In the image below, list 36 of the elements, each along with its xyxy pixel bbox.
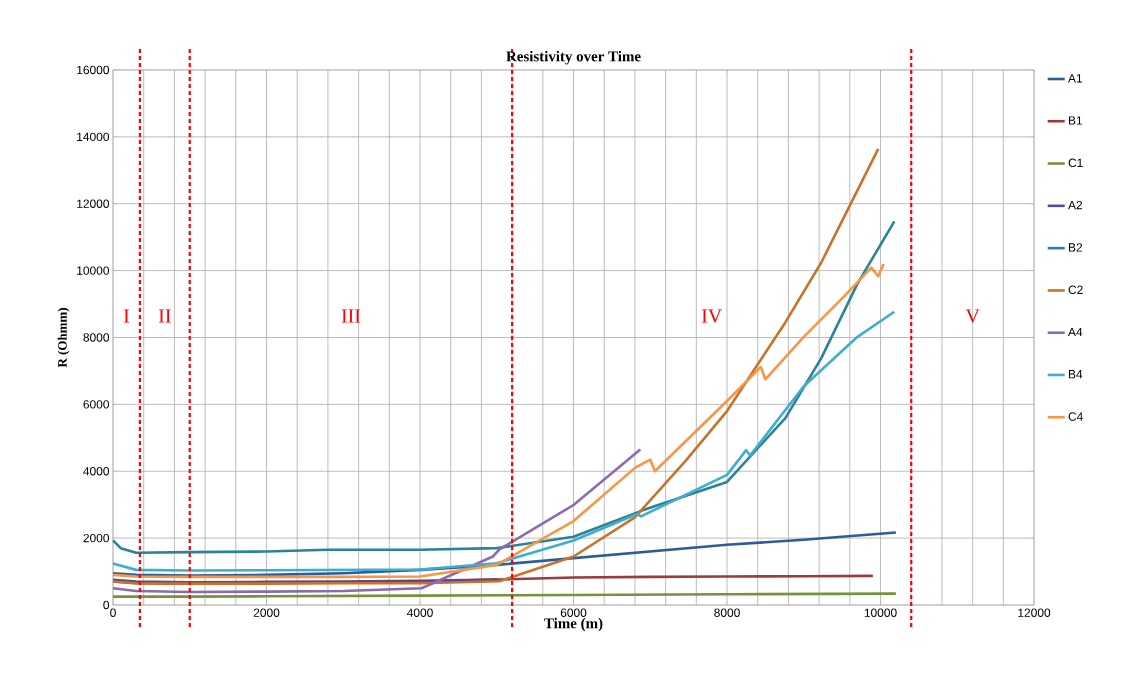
annotation: V — [965, 309, 980, 323]
y-tick-label: 0 — [103, 600, 110, 610]
y-tick-label: 14000 — [77, 132, 110, 142]
legend-label: A1 — [1068, 74, 1083, 83]
x-tick-label: 10000 — [864, 608, 897, 617]
chart-title: Resistivity over Time — [506, 50, 641, 65]
y-tick-label: 16000 — [77, 65, 110, 75]
y-tick-label: 10000 — [77, 266, 110, 275]
x-tick-label: 8000 — [714, 608, 740, 617]
x-axis-title: Time (m) — [544, 617, 603, 632]
x-tick-label: 12000 — [1018, 608, 1051, 617]
y-tick-label: 12000 — [77, 199, 110, 208]
line-series — [111, 220, 896, 555]
annotation: II — [158, 309, 171, 323]
legend-label: C1 — [1068, 158, 1083, 168]
legend-label: A2 — [1068, 200, 1083, 210]
legend-label: A4 — [1068, 327, 1083, 337]
x-tick-label: 6000 — [560, 608, 587, 617]
y-tick-label: 4000 — [83, 467, 110, 476]
legend-label: B1 — [1068, 116, 1083, 125]
annotation: IV — [701, 309, 722, 323]
y-tick-label: 6000 — [83, 400, 110, 409]
x-tick-label: 4000 — [406, 608, 433, 617]
legend-label: C4 — [1068, 412, 1083, 421]
annotation: I — [123, 309, 130, 323]
line-series — [111, 448, 642, 594]
y-axis-title: R (Ohmm) — [57, 308, 70, 368]
y-tick-label: 8000 — [83, 333, 110, 342]
annotation: III — [341, 309, 361, 323]
legend-label: C2 — [1068, 285, 1083, 295]
x-tick-label: 2000 — [253, 608, 280, 617]
x-tick-label: 0 — [110, 608, 116, 617]
y-tick-label: 2000 — [83, 533, 110, 543]
line-series — [111, 147, 880, 585]
legend-label: B4 — [1068, 370, 1083, 379]
legend-label: B2 — [1068, 243, 1083, 252]
